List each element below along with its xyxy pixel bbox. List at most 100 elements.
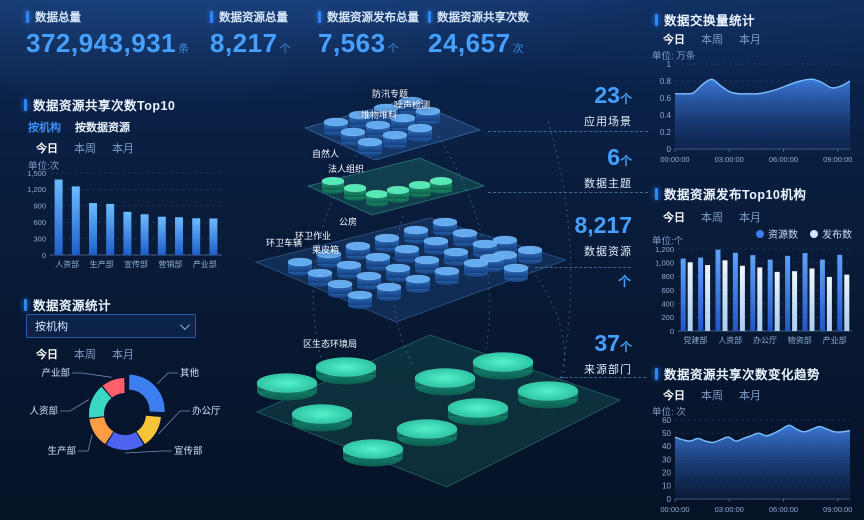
kpi-card-share-count: 数据资源共享次数 24,657 次 bbox=[428, 9, 529, 57]
svg-text:党建部: 党建部 bbox=[683, 335, 707, 345]
svg-text:0: 0 bbox=[670, 327, 674, 336]
svg-text:600: 600 bbox=[661, 286, 674, 295]
svg-text:生产部: 生产部 bbox=[47, 445, 76, 457]
svg-text:40: 40 bbox=[662, 442, 671, 451]
unit-label: 单位: 次 bbox=[652, 407, 686, 418]
svg-text:0: 0 bbox=[667, 495, 672, 504]
tab-week[interactable]: 本周 bbox=[701, 212, 723, 224]
svg-text:0.6: 0.6 bbox=[660, 94, 672, 103]
tab-week[interactable]: 本周 bbox=[701, 390, 723, 402]
svg-text:宣传部: 宣传部 bbox=[124, 259, 148, 269]
scene-label-noise: 噪声检测 bbox=[394, 100, 431, 110]
tab-week[interactable]: 本周 bbox=[74, 143, 96, 155]
subtab-by-resource[interactable]: 按数据资源 bbox=[75, 122, 130, 134]
kpi-title: 数据资源共享次数 bbox=[437, 12, 529, 24]
kpi-unit: 条 bbox=[178, 43, 190, 55]
accent-bar bbox=[428, 11, 431, 23]
tab-today[interactable]: 今日 bbox=[36, 349, 58, 361]
svg-text:300: 300 bbox=[33, 234, 46, 243]
tab-today[interactable]: 今日 bbox=[663, 34, 685, 46]
svg-text:0.8: 0.8 bbox=[660, 77, 672, 86]
svg-text:1,500: 1,500 bbox=[27, 169, 46, 178]
legend-item-resources[interactable]: 资源数 bbox=[756, 226, 798, 241]
tab-month[interactable]: 本月 bbox=[112, 349, 134, 361]
panel-share-top10-header: 数据资源共享次数Top10 bbox=[24, 95, 175, 114]
svg-text:200: 200 bbox=[661, 313, 674, 322]
svg-text:20: 20 bbox=[662, 468, 671, 477]
tab-month[interactable]: 本月 bbox=[739, 212, 761, 224]
kpi-unit: 个 bbox=[387, 43, 399, 55]
panel-title: 数据资源共享次数Top10 bbox=[33, 99, 176, 113]
svg-text:09:00:00: 09:00:00 bbox=[823, 505, 852, 514]
svg-text:其他: 其他 bbox=[180, 367, 200, 379]
stat-data-resources-unit: 个 bbox=[617, 274, 631, 289]
scene-label-legal-org: 法人组织 bbox=[328, 164, 365, 174]
stat-label: 应用场景 bbox=[584, 116, 632, 128]
panel-title: 数据资源发布Top10机构 bbox=[664, 188, 807, 202]
stat-unit: 个 bbox=[619, 340, 632, 354]
svg-text:1,000: 1,000 bbox=[655, 258, 674, 267]
org-filter-dropdown[interactable]: 按机构 bbox=[26, 314, 196, 338]
svg-text:办公厅: 办公厅 bbox=[192, 405, 221, 417]
svg-text:1: 1 bbox=[667, 60, 672, 69]
legend-dot bbox=[810, 229, 818, 238]
tab-today[interactable]: 今日 bbox=[663, 390, 685, 402]
svg-text:50: 50 bbox=[662, 429, 671, 438]
kpi-unit: 次 bbox=[512, 43, 524, 55]
svg-text:0.2: 0.2 bbox=[660, 128, 672, 137]
tab-month[interactable]: 本月 bbox=[739, 34, 761, 46]
tab-today[interactable]: 今日 bbox=[36, 143, 58, 155]
kpi-card-resource-total: 数据资源总量 8,217 个 bbox=[210, 9, 291, 57]
legend-item-published[interactable]: 发布数 bbox=[810, 226, 852, 241]
svg-text:1,200: 1,200 bbox=[655, 245, 674, 254]
subtab-by-org[interactable]: 按机构 bbox=[28, 122, 61, 134]
svg-text:宣传部: 宣传部 bbox=[174, 445, 203, 457]
tab-month[interactable]: 本月 bbox=[739, 390, 761, 402]
svg-text:30: 30 bbox=[662, 455, 671, 464]
scene-label-sanitation-vehicle: 环卫车辆 bbox=[266, 238, 303, 248]
panel-resource-stats-header: 数据资源统计 bbox=[24, 295, 111, 314]
stat-app-scenarios: 23个 应用场景 bbox=[510, 84, 632, 129]
kpi-value: 7,563 bbox=[318, 28, 386, 58]
panel-title: 数据交换量统计 bbox=[664, 14, 756, 28]
accent-bar bbox=[318, 11, 321, 23]
svg-text:产业部: 产业部 bbox=[193, 259, 217, 269]
svg-text:09:00:00: 09:00:00 bbox=[823, 155, 852, 164]
kpi-value: 24,657 bbox=[428, 28, 511, 58]
scene-label-person: 自然人 bbox=[312, 149, 340, 159]
svg-text:400: 400 bbox=[661, 299, 674, 308]
dashed-divider bbox=[488, 131, 648, 132]
kpi-title: 数据总量 bbox=[35, 12, 81, 24]
stat-source-departments: 37个 来源部门 bbox=[510, 332, 632, 377]
accent-bar bbox=[655, 187, 658, 200]
stat-unit: 个 bbox=[619, 92, 632, 106]
stat-unit: 个 bbox=[619, 154, 632, 168]
svg-text:00:00:00: 00:00:00 bbox=[660, 155, 689, 164]
svg-text:03:00:00: 03:00:00 bbox=[715, 505, 744, 514]
share-trend-area-chart: 0 10 20 30 40 50 60 00:00:00 03:00:00 06:00:00 09:… bbox=[660, 416, 852, 514]
kpi-card-publish-total: 数据资源发布总量 7,563 个 bbox=[318, 9, 419, 57]
svg-text:06:00:00: 06:00:00 bbox=[769, 505, 798, 514]
kpi-value: 8,217 bbox=[210, 28, 278, 58]
panel-share-trend-header: 数据资源共享次数变化趋势 bbox=[655, 364, 820, 383]
stat-label: 数据资源 bbox=[584, 246, 632, 258]
svg-text:800: 800 bbox=[661, 272, 674, 281]
kpi-unit: 个 bbox=[279, 43, 291, 55]
stat-value: 8,217 bbox=[574, 212, 632, 238]
tab-week[interactable]: 本周 bbox=[701, 34, 723, 46]
exchange-volume-area-chart: 0 0.2 0.4 0.6 0.8 1 00:00:00 03:00:00 06:00:00 09… bbox=[660, 60, 852, 164]
dashed-divider bbox=[488, 192, 648, 193]
dropdown-value: 按机构 bbox=[35, 321, 68, 333]
tab-today[interactable]: 今日 bbox=[663, 212, 685, 224]
kpi-value: 372,943,931 bbox=[26, 28, 177, 58]
unit-label: 单位: 万条 bbox=[652, 51, 696, 62]
svg-text:1,200: 1,200 bbox=[27, 185, 46, 194]
tab-month[interactable]: 本月 bbox=[112, 143, 134, 155]
accent-bar bbox=[24, 298, 27, 311]
publish-top10-grouped-bar-chart: 0 200 400 600 800 1,000 1,200 党建部 人资部 办公厅 物资部 产业部 bbox=[655, 245, 852, 345]
svg-text:营销部: 营销部 bbox=[158, 259, 182, 269]
tab-week[interactable]: 本周 bbox=[74, 349, 96, 361]
stat-data-resources: 8,217 数据资源 bbox=[510, 214, 632, 259]
svg-text:办公厅: 办公厅 bbox=[753, 335, 777, 345]
